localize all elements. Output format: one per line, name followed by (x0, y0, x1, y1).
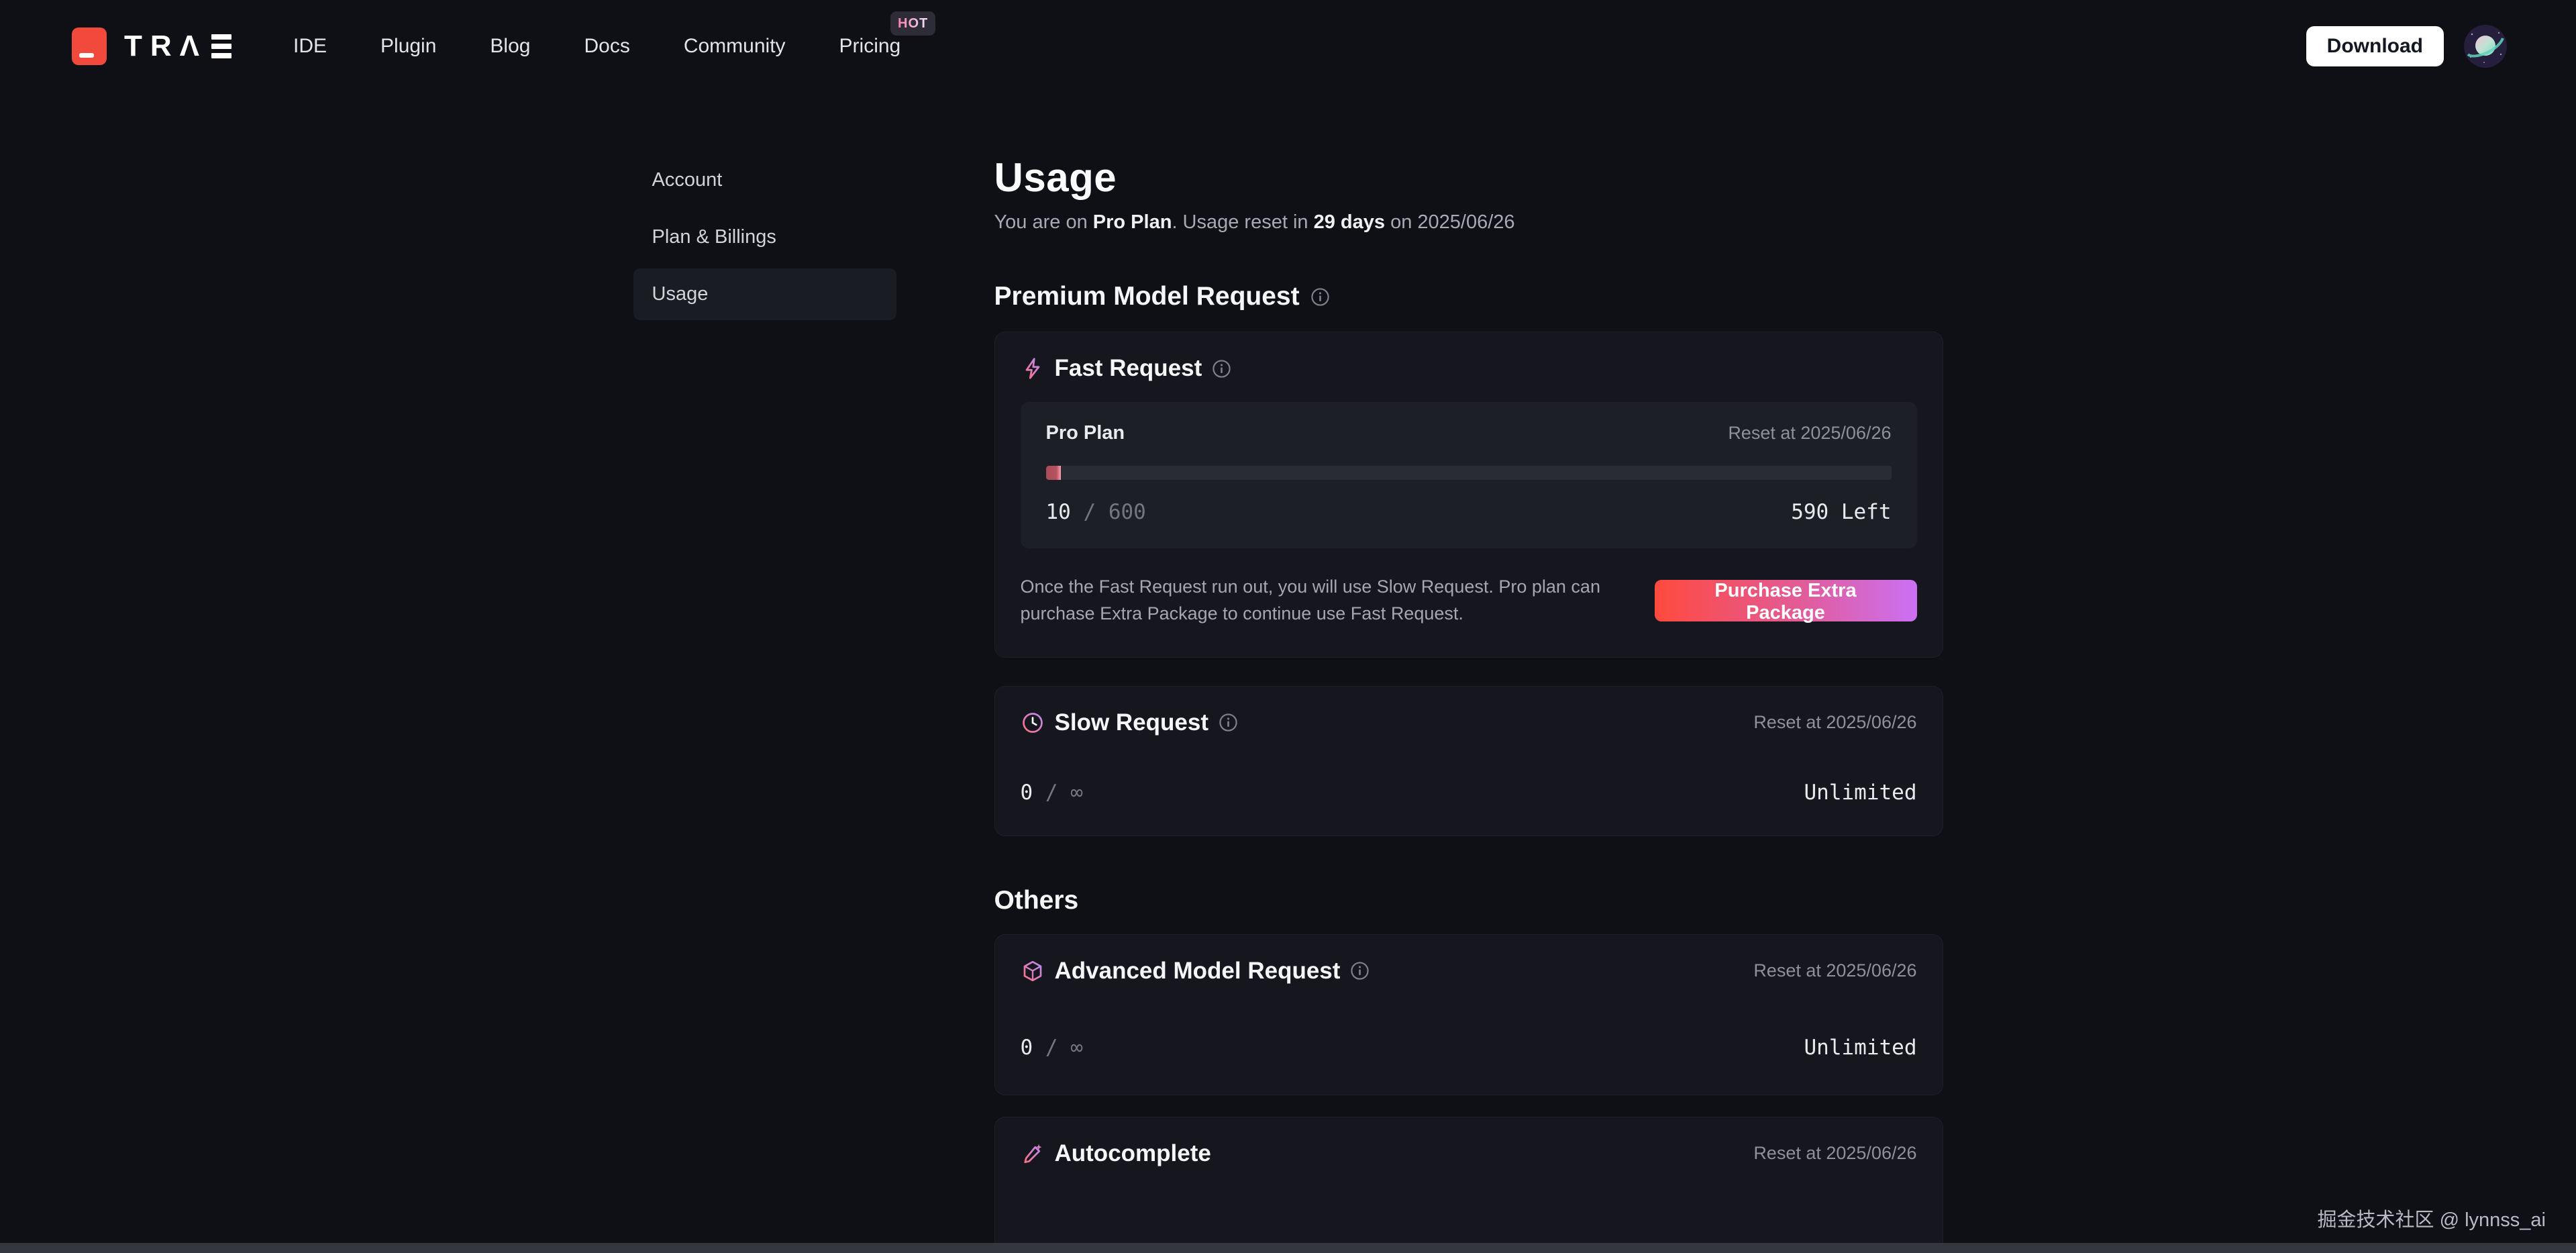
logo-letter-e (211, 34, 231, 58)
fast-left-count: 590 Left (1791, 500, 1892, 524)
advanced-total-infinity: ∞ (1070, 1035, 1083, 1060)
sidebar-item-usage[interactable]: Usage (633, 268, 896, 320)
autocomplete-title: Autocomplete (1054, 1140, 1211, 1166)
advanced-separator-slash: / (1045, 1035, 1058, 1060)
fast-total-gap (1096, 500, 1109, 524)
lightning-bolt-icon (1025, 358, 1039, 379)
subtitle-days: 29 days (1313, 211, 1386, 233)
others-section-title: Others (994, 885, 1079, 915)
user-avatar[interactable] (2464, 24, 2507, 68)
clock-icon (1022, 713, 1043, 733)
top-navbar: TRΛ IDE Plugin Blog Docs Community Prici… (0, 0, 2576, 92)
fast-used-count: 10 (1045, 500, 1071, 524)
fast-separator-slash: / (1083, 500, 1096, 524)
advanced-model-request-card: Advanced Model Request Reset at 2025/06/… (994, 934, 1943, 1095)
fast-request-header: Fast Request (1021, 355, 1917, 382)
fast-request-plan-panel: Pro Plan Reset at 2025/06/26 10 / 600 59… (1020, 402, 1917, 548)
sidebar-item-account[interactable]: Account (652, 169, 723, 191)
others-section-heading: Others (994, 886, 1943, 915)
info-icon[interactable] (1350, 961, 1370, 981)
fast-progress-bar (1045, 466, 1892, 480)
fast-separator (1071, 500, 1084, 524)
trae-logo-text: TRΛ (124, 30, 231, 63)
nav-item-pricing[interactable]: Pricing HOT (839, 11, 936, 58)
advanced-unlimited-label: Unlimited (1804, 1035, 1917, 1060)
info-icon[interactable] (1219, 713, 1238, 732)
watermark-credit: 掘金技术社区 @ lynnss_ai (2317, 1209, 2546, 1231)
fast-reset-date: Reset at 2025/06/26 (1728, 423, 1892, 443)
autocomplete-header: Autocomplete Reset at 2025/06/26 (1021, 1140, 1917, 1167)
slow-request-title: Slow Request (1054, 709, 1208, 736)
planet-icon (2464, 24, 2507, 68)
slow-request-card: Slow Request Reset at 2025/06/26 0 / ∞ U… (994, 685, 1943, 836)
usage-main: Usage You are on Pro Plan. Usage reset i… (994, 154, 1943, 1253)
premium-section-title: Premium Model Request (994, 282, 1300, 311)
slow-reset-date: Reset at 2025/06/26 (1753, 712, 1917, 733)
purchase-extra-package-button[interactable]: Purchase Extra Package (1654, 579, 1917, 623)
slow-request-header: Slow Request Reset at 2025/06/26 (1021, 709, 1917, 736)
fast-request-footer: Once the Fast Request run out, you will … (1021, 574, 1917, 628)
slow-separator-slash: / (1045, 780, 1058, 805)
nav-item-pricing-label: Pricing (839, 34, 901, 57)
fast-usage-values: 10 / 600 590 Left (1046, 500, 1892, 524)
slow-unlimited-label: Unlimited (1804, 780, 1917, 805)
horizontal-scrollbar[interactable] (0, 1243, 2576, 1253)
advanced-usage-values: 0 / ∞ Unlimited (1021, 1036, 1917, 1060)
subtitle-plan: Pro Plan (1092, 211, 1172, 233)
navbar-right: Download (2306, 24, 2507, 68)
page-title: Usage (994, 155, 1117, 200)
fast-progress-fill (1045, 466, 1062, 480)
plan-name: Pro Plan (1045, 422, 1125, 444)
nav-item-community[interactable]: Community (683, 34, 786, 57)
nav-item-blog[interactable]: Blog (490, 34, 531, 57)
content-container: Account Plan & Billings Usage Usage You … (633, 92, 1943, 1253)
trae-logo[interactable]: TRΛ (72, 27, 231, 65)
cube-icon (1023, 960, 1041, 982)
main-nav: IDE Plugin Blog Docs Community Pricing H… (293, 11, 936, 58)
advanced-used-count: 0 (1020, 1035, 1033, 1060)
autocomplete-reset-date: Reset at 2025/06/26 (1753, 1143, 1917, 1164)
info-icon[interactable] (1310, 287, 1330, 307)
subtitle-middle: . Usage reset in (1172, 211, 1314, 233)
sidebar-item-plan-billings[interactable]: Plan & Billings (652, 226, 776, 248)
subtitle-suffix: on 2025/06/26 (1385, 211, 1515, 233)
slow-used-count: 0 (1020, 780, 1033, 805)
fast-request-card: Fast Request Pro Plan Reset at 2025/06/2… (994, 332, 1943, 658)
fast-request-title: Fast Request (1054, 355, 1202, 381)
slow-total-infinity: ∞ (1070, 780, 1083, 805)
logo-letters: TRΛ (124, 29, 207, 62)
autocomplete-card: Autocomplete Reset at 2025/06/26 (994, 1116, 1943, 1253)
advanced-reset-date: Reset at 2025/06/26 (1753, 960, 1917, 981)
advanced-request-title: Advanced Model Request (1054, 957, 1341, 984)
nav-item-docs[interactable]: Docs (584, 34, 630, 57)
nav-item-ide[interactable]: IDE (293, 34, 327, 57)
hot-badge: HOT (890, 11, 936, 36)
slow-usage-values: 0 / ∞ Unlimited (1021, 781, 1917, 805)
premium-section-heading: Premium Model Request (994, 282, 1943, 311)
settings-sidebar: Account Plan & Billings Usage (633, 154, 896, 1253)
subtitle-prefix: You are on (994, 211, 1093, 233)
trae-logo-icon (72, 27, 107, 65)
nav-item-plugin[interactable]: Plugin (380, 34, 437, 57)
fast-total-count: 600 (1108, 500, 1146, 524)
pen-sparkle-icon (1023, 1144, 1041, 1164)
plan-subtitle: You are on Pro Plan. Usage reset in 29 d… (994, 211, 1943, 234)
info-icon[interactable] (1212, 359, 1231, 379)
fast-request-note: Once the Fast Request run out, you will … (1020, 577, 1600, 623)
advanced-request-header: Advanced Model Request Reset at 2025/06/… (1021, 958, 1917, 985)
download-button[interactable]: Download (2306, 26, 2444, 66)
